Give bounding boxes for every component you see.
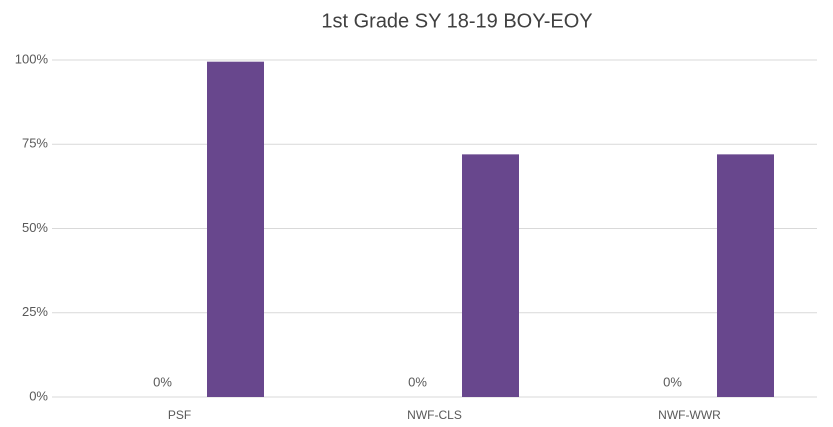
- x-tick-label: NWF-WWR: [658, 408, 721, 422]
- data-label: 0%: [663, 374, 682, 389]
- x-tick-label: NWF-CLS: [407, 408, 462, 422]
- chart-title: 1st Grade SY 18-19 BOY-EOY: [321, 10, 592, 32]
- bar: [717, 154, 774, 397]
- x-tick-label: PSF: [168, 408, 191, 422]
- y-tick-label: 25%: [22, 304, 48, 319]
- bar: [207, 61, 264, 398]
- data-label: 0%: [153, 374, 172, 389]
- y-tick-label: 0%: [29, 388, 48, 403]
- bar: [462, 154, 519, 397]
- y-tick-label: 75%: [22, 136, 48, 151]
- data-label: 0%: [408, 374, 427, 389]
- y-tick-label: 100%: [15, 51, 49, 66]
- y-tick-label: 50%: [22, 220, 48, 235]
